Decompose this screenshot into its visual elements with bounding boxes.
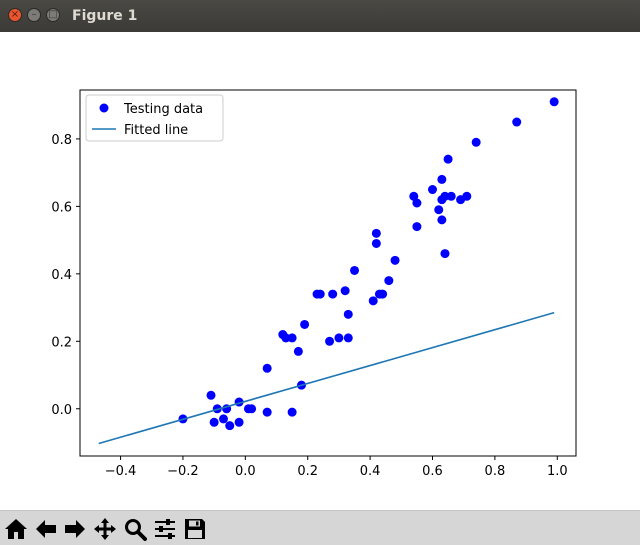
data-point: [371, 238, 381, 248]
y-tick-label: 0.0: [51, 403, 72, 418]
data-point: [340, 286, 350, 296]
data-point: [225, 421, 235, 431]
data-point: [328, 289, 338, 299]
arrow-left-icon: [36, 520, 56, 538]
x-tick-label: 0.0: [235, 464, 256, 479]
y-tick-label: 0.8: [51, 133, 72, 148]
data-point: [443, 154, 453, 164]
legend-label-fitted-line: Fitted line: [124, 123, 188, 138]
y-tick-label: 0.4: [51, 268, 72, 283]
subplots-button[interactable]: [152, 516, 178, 542]
close-icon: ×: [10, 9, 20, 20]
data-point: [325, 336, 335, 346]
legend: Testing data Fitted line: [85, 94, 224, 142]
data-point: [206, 390, 216, 400]
data-point: [412, 222, 422, 232]
data-point: [209, 417, 219, 427]
pan-button[interactable]: [92, 516, 118, 542]
maximize-icon: □: [48, 9, 58, 20]
data-point: [428, 185, 438, 195]
data-point: [512, 117, 522, 127]
data-point: [390, 255, 400, 265]
x-tick-label: 0.4: [360, 464, 381, 479]
data-point: [440, 191, 450, 201]
x-tick-label: 0.8: [485, 464, 506, 479]
data-point: [437, 215, 447, 225]
scatter-chart: −0.4 −0.2 0.0 0.2 0.4 0.6 0.8 1.0 0.0 0.2 0.4 0.6 0…: [51, 89, 577, 479]
data-point: [437, 174, 447, 184]
data-point: [234, 417, 244, 427]
data-point: [350, 265, 360, 275]
figure-canvas[interactable]: −0.4 −0.2 0.0 0.2 0.4 0.6 0.8 1.0 0.0 0.2 0.4 0.6 0…: [0, 32, 640, 510]
back-button[interactable]: [33, 516, 59, 542]
data-point: [281, 333, 291, 343]
data-point: [549, 97, 559, 107]
navigation-toolbar: [0, 510, 640, 545]
data-point: [262, 407, 272, 417]
legend-label-testing-data: Testing data: [123, 102, 203, 117]
magnifier-icon: [125, 519, 147, 541]
arrow-right-icon: [65, 520, 85, 538]
data-point: [300, 319, 310, 329]
data-point: [262, 363, 272, 373]
forward-button[interactable]: [62, 516, 88, 542]
x-tick-label: −0.2: [167, 464, 199, 479]
floppy-icon: [185, 519, 205, 539]
maximize-window-button[interactable]: □: [46, 8, 60, 22]
data-point: [334, 333, 344, 343]
zoom-button[interactable]: [122, 516, 148, 542]
minimize-icon: –: [31, 9, 37, 20]
x-tick-label: 1.0: [547, 464, 568, 479]
fitted-line: [98, 311, 555, 445]
data-point: [440, 249, 450, 259]
move-icon: [94, 518, 116, 540]
data-point: [293, 346, 303, 356]
data-point: [409, 191, 419, 201]
data-point: [287, 407, 297, 417]
data-point: [384, 276, 394, 286]
data-point: [378, 289, 388, 299]
data-point: [315, 289, 325, 299]
minimize-window-button[interactable]: –: [27, 8, 41, 22]
data-point: [371, 228, 381, 238]
data-point: [368, 296, 378, 306]
window-title: Figure 1: [72, 8, 138, 24]
data-point: [247, 404, 257, 414]
close-window-button[interactable]: ×: [8, 8, 22, 22]
y-tick-label: 0.2: [51, 335, 72, 350]
y-tick-label: 0.6: [51, 200, 72, 215]
data-point: [471, 137, 481, 147]
axes-frame: [79, 89, 577, 457]
data-point: [287, 333, 297, 343]
data-point: [446, 191, 456, 201]
home-icon: [5, 519, 27, 539]
legend-box: [85, 94, 224, 142]
data-point: [412, 198, 422, 208]
home-button[interactable]: [3, 516, 29, 542]
data-point: [343, 333, 353, 343]
legend-marker-testing-data: [99, 103, 109, 113]
save-button[interactable]: [182, 516, 208, 542]
sliders-icon: [155, 519, 175, 539]
data-point: [343, 309, 353, 319]
title-bar: × – □ Figure 1: [0, 0, 640, 32]
x-tick-label: 0.6: [422, 464, 443, 479]
x-tick-label: −0.4: [105, 464, 137, 479]
x-tick-label: 0.2: [297, 464, 318, 479]
data-point: [434, 205, 444, 215]
data-point: [462, 191, 472, 201]
data-point: [218, 414, 228, 424]
